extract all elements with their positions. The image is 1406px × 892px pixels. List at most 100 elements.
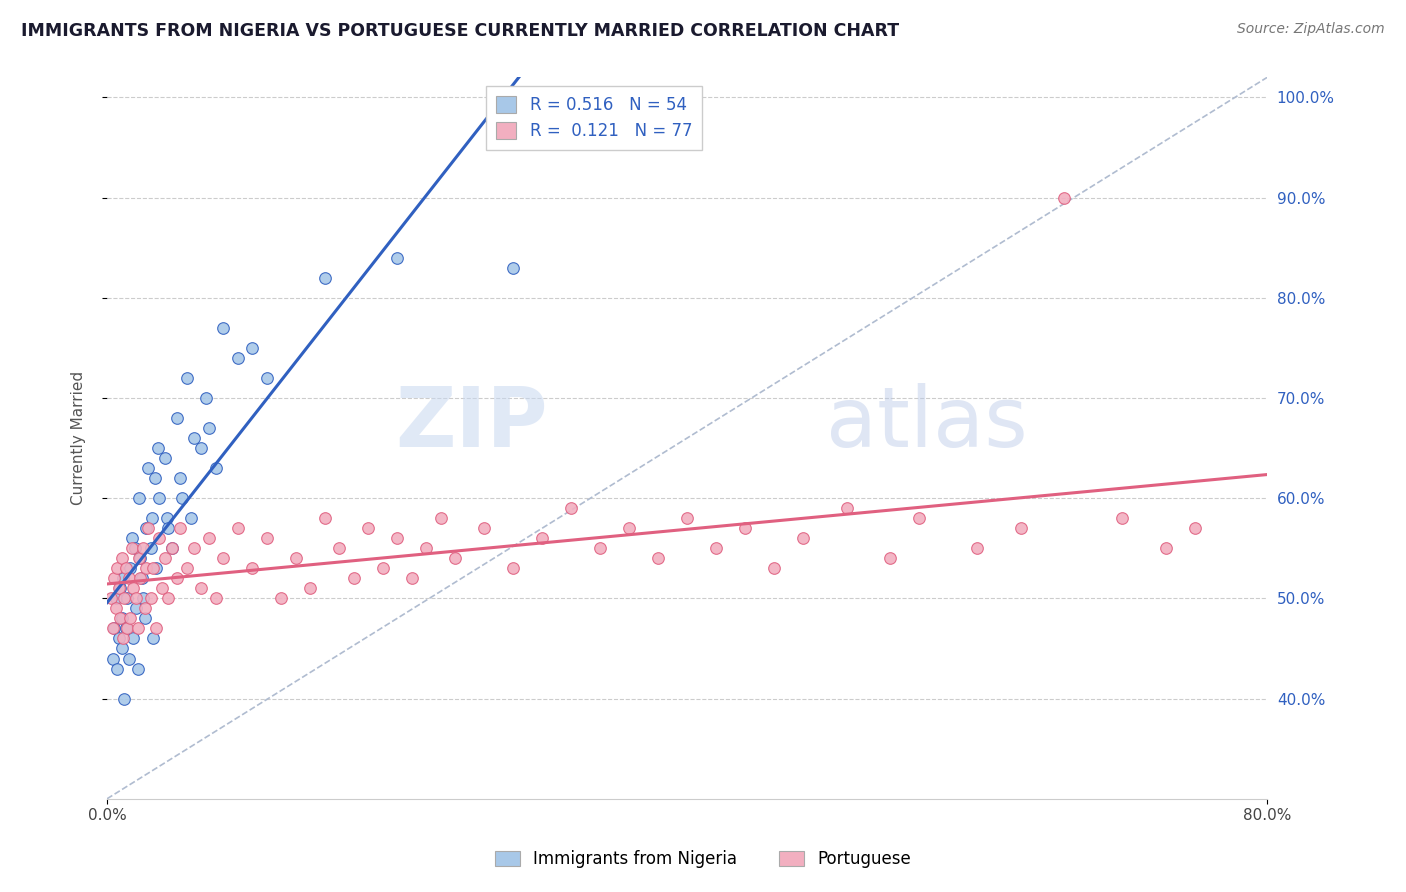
Point — [299, 582, 322, 596]
Point — [879, 551, 901, 566]
Point — [240, 561, 263, 575]
Point — [142, 632, 165, 646]
Point — [118, 651, 141, 665]
Point — [118, 571, 141, 585]
Point — [560, 501, 582, 516]
Point — [156, 521, 179, 535]
Point — [212, 551, 235, 566]
Point — [135, 521, 157, 535]
Point — [143, 471, 166, 485]
Point — [226, 351, 249, 365]
Point — [176, 561, 198, 575]
Point — [617, 521, 640, 535]
Point — [966, 541, 988, 556]
Point — [429, 511, 451, 525]
Point — [162, 541, 184, 556]
Point — [129, 571, 152, 585]
Point — [122, 582, 145, 596]
Point — [105, 561, 128, 575]
Point — [107, 582, 129, 596]
Point — [444, 551, 467, 566]
Point — [129, 551, 152, 566]
Point — [194, 391, 217, 405]
Point — [135, 561, 157, 575]
Point — [100, 591, 122, 606]
Point — [212, 321, 235, 335]
Point — [172, 491, 194, 506]
Point — [153, 551, 176, 566]
Point — [270, 591, 292, 606]
Point — [531, 531, 554, 545]
Point — [240, 341, 263, 355]
Point — [589, 541, 612, 556]
Point — [502, 561, 524, 575]
Point — [197, 421, 219, 435]
Point — [676, 511, 699, 525]
Point — [328, 541, 350, 556]
Point — [142, 561, 165, 575]
Point — [908, 511, 931, 525]
Point — [121, 531, 143, 545]
Point — [110, 551, 132, 566]
Text: atlas: atlas — [827, 384, 1028, 464]
Point — [197, 531, 219, 545]
Point — [107, 632, 129, 646]
Point — [136, 521, 159, 535]
Point — [835, 501, 858, 516]
Point — [134, 611, 156, 625]
Point — [134, 601, 156, 615]
Point — [153, 451, 176, 466]
Legend: Immigrants from Nigeria, Portuguese: Immigrants from Nigeria, Portuguese — [488, 844, 918, 875]
Point — [204, 591, 226, 606]
Point — [117, 622, 139, 636]
Point — [183, 541, 205, 556]
Point — [169, 521, 191, 535]
Point — [472, 521, 495, 535]
Point — [104, 601, 127, 615]
Point — [108, 611, 131, 625]
Point — [357, 521, 380, 535]
Point — [226, 521, 249, 535]
Point — [115, 622, 138, 636]
Point — [176, 371, 198, 385]
Point — [1053, 191, 1076, 205]
Point — [128, 551, 150, 566]
Point — [150, 582, 173, 596]
Point — [103, 571, 125, 585]
Y-axis label: Currently Married: Currently Married — [72, 371, 86, 505]
Point — [371, 561, 394, 575]
Point — [148, 491, 170, 506]
Point — [117, 591, 139, 606]
Point — [124, 541, 146, 556]
Point — [415, 541, 437, 556]
Point — [204, 461, 226, 475]
Point — [401, 571, 423, 585]
Point — [145, 561, 167, 575]
Point — [110, 641, 132, 656]
Point — [314, 511, 336, 525]
Point — [115, 561, 138, 575]
Point — [103, 622, 125, 636]
Point — [1154, 541, 1177, 556]
Point — [127, 661, 149, 675]
Point — [1111, 511, 1133, 525]
Point — [155, 511, 177, 525]
Text: Source: ZipAtlas.com: Source: ZipAtlas.com — [1237, 22, 1385, 37]
Point — [105, 661, 128, 675]
Point — [792, 531, 814, 545]
Point — [647, 551, 669, 566]
Point — [101, 651, 124, 665]
Point — [146, 441, 169, 455]
Point — [111, 632, 134, 646]
Point — [114, 691, 136, 706]
Point — [314, 270, 336, 285]
Point — [763, 561, 786, 575]
Point — [136, 461, 159, 475]
Point — [125, 591, 148, 606]
Point — [156, 591, 179, 606]
Legend: R = 0.516   N = 54, R =  0.121   N = 77: R = 0.516 N = 54, R = 0.121 N = 77 — [486, 86, 702, 151]
Text: IMMIGRANTS FROM NIGERIA VS PORTUGUESE CURRENTLY MARRIED CORRELATION CHART: IMMIGRANTS FROM NIGERIA VS PORTUGUESE CU… — [21, 22, 900, 40]
Point — [120, 561, 142, 575]
Point — [169, 471, 191, 485]
Text: ZIP: ZIP — [395, 384, 548, 464]
